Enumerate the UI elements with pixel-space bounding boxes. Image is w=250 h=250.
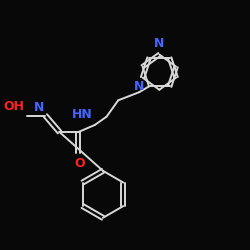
Text: N: N xyxy=(154,37,164,50)
Text: O: O xyxy=(74,158,85,170)
Text: N: N xyxy=(134,80,144,93)
Text: N: N xyxy=(34,102,44,114)
Text: OH: OH xyxy=(3,100,24,113)
Text: HN: HN xyxy=(72,108,92,122)
